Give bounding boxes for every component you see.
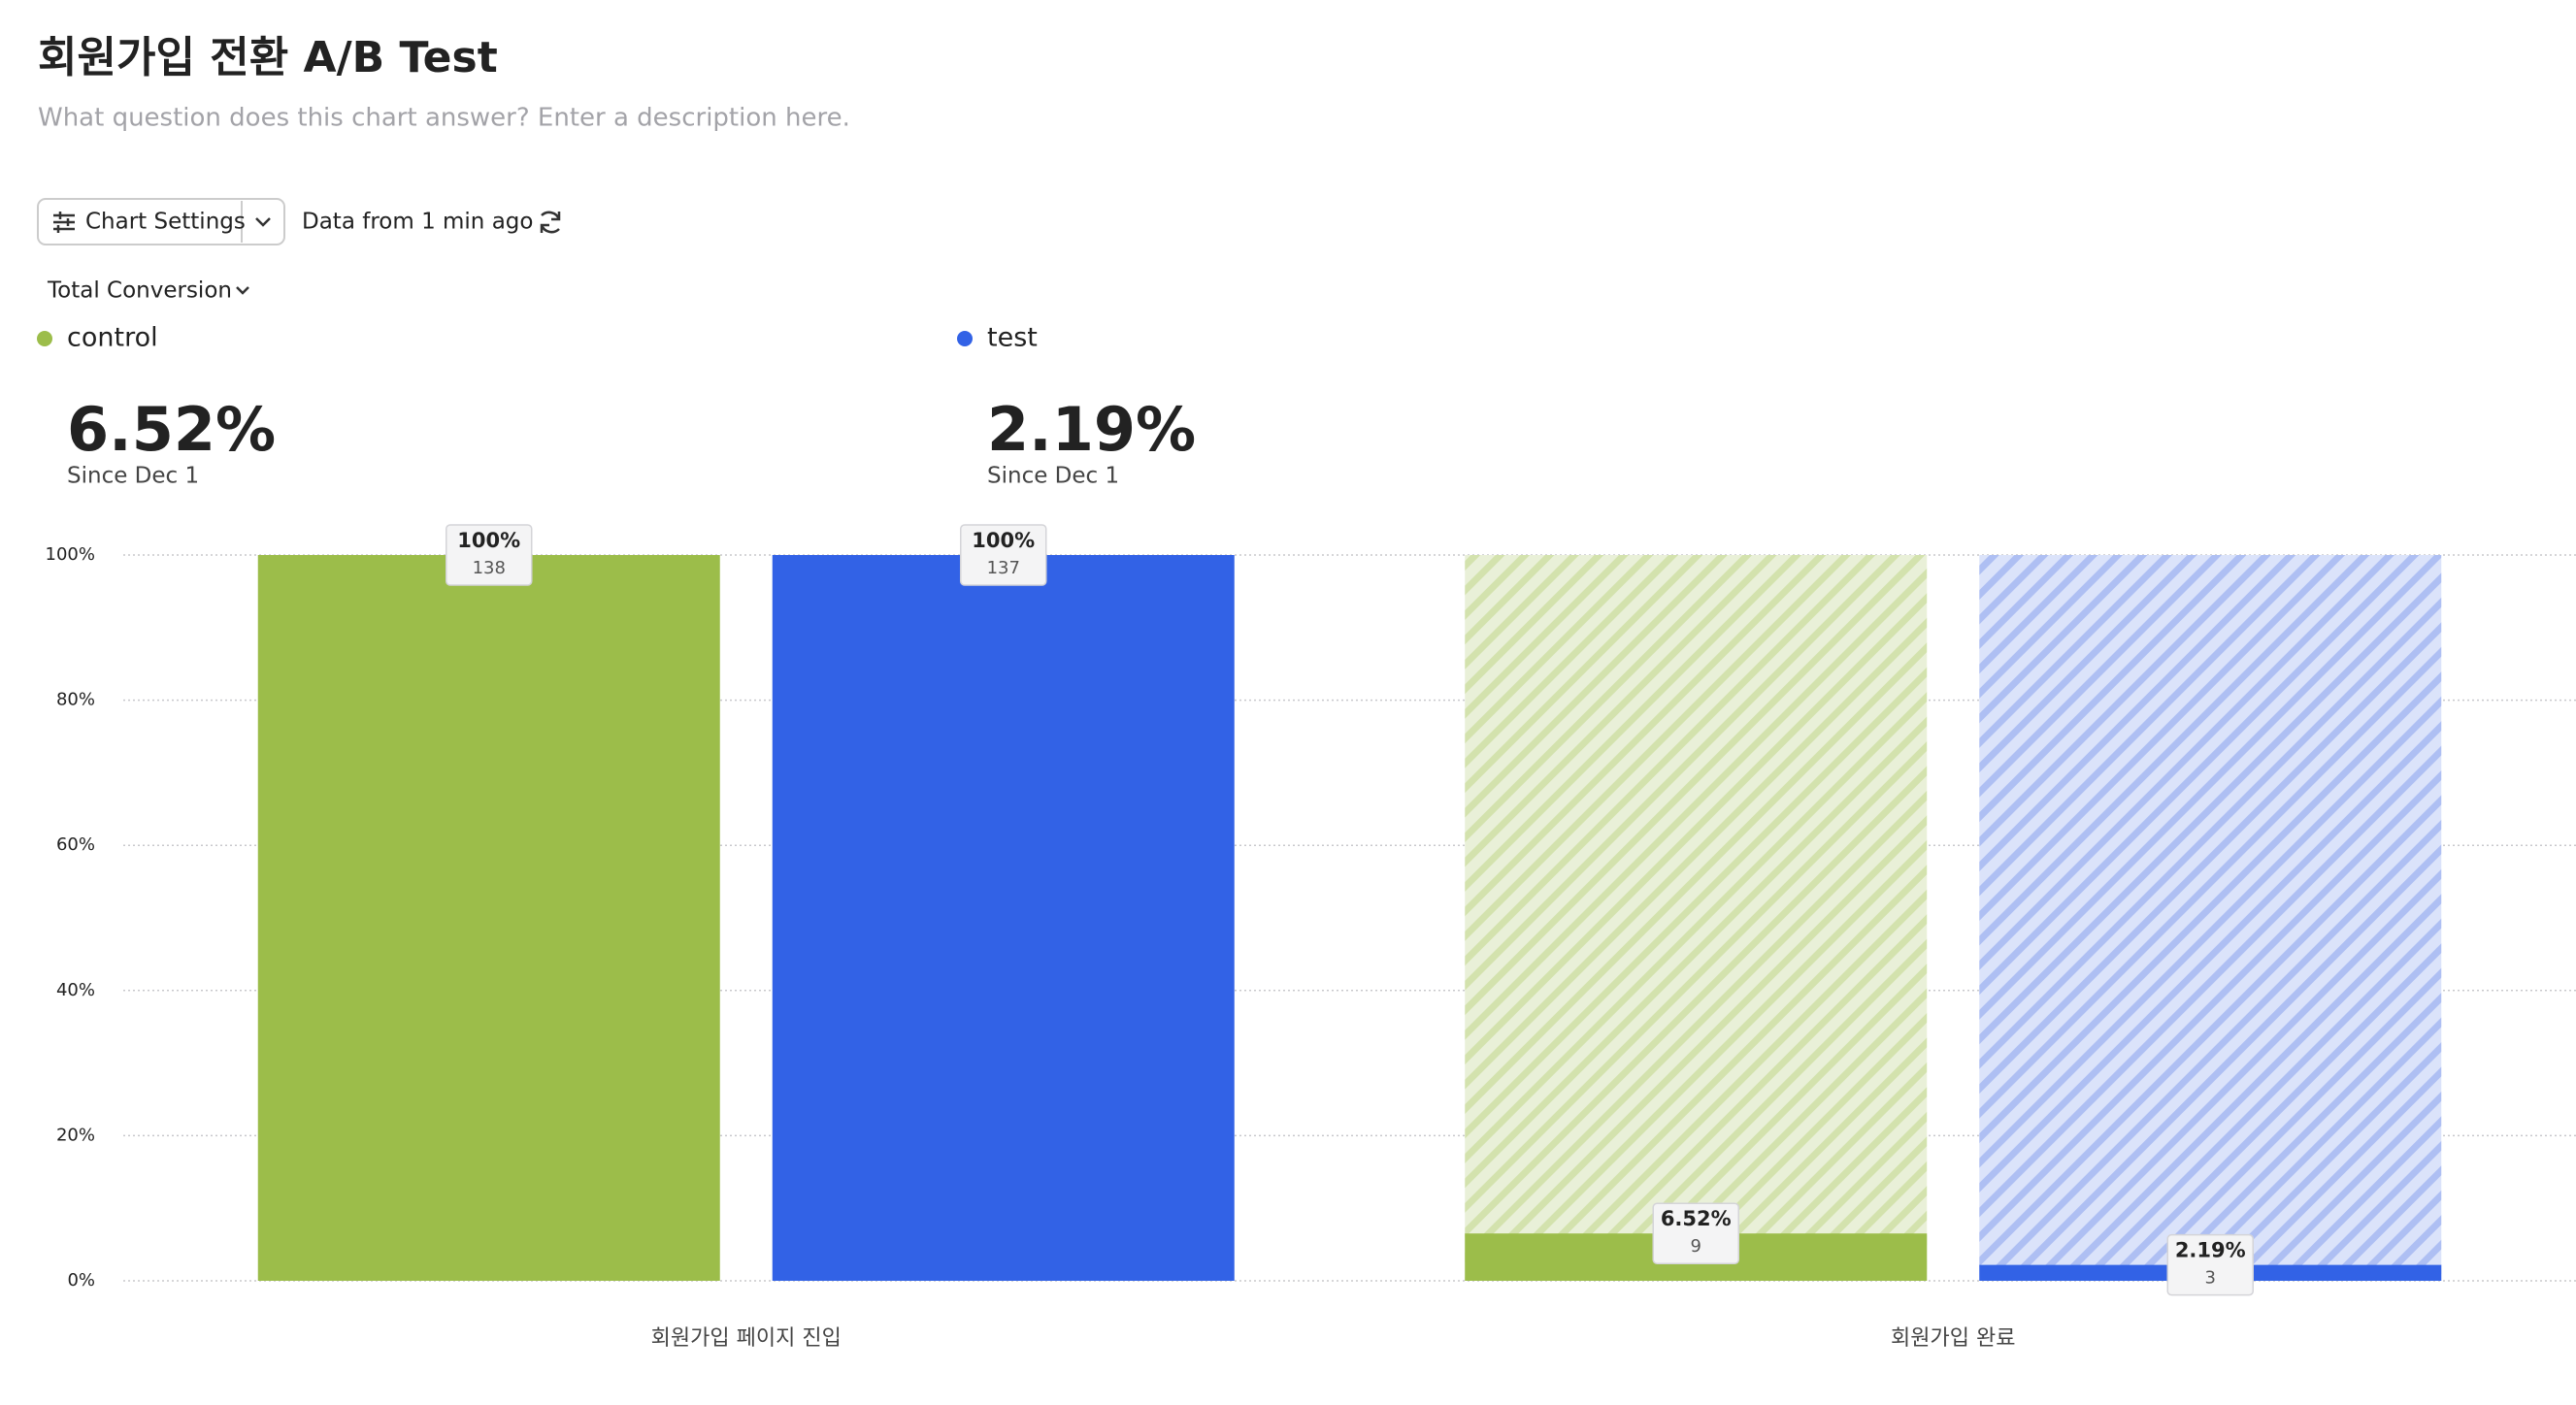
chart-subtitle: What question does this chart answer? En… — [38, 104, 850, 133]
data-label-value: 2.19% — [2175, 1239, 2246, 1262]
refresh-button[interactable] — [540, 211, 561, 234]
data-label: 100% 137 — [960, 524, 1047, 586]
data-label-count: 137 — [987, 558, 1020, 578]
summary-value: 6.52% — [67, 394, 276, 465]
data-label-count: 3 — [2205, 1268, 2216, 1289]
button-label: Chart Settings — [85, 210, 246, 235]
button-frame — [37, 198, 285, 245]
data-label-box — [960, 524, 1047, 586]
summary-note: Since Dec 1 — [987, 464, 1119, 489]
legend-dot — [957, 331, 973, 346]
settings-icon — [53, 212, 75, 233]
bar — [257, 555, 720, 1281]
data-label-count: 138 — [473, 558, 506, 578]
legend-label: control — [67, 323, 158, 353]
chart-title: 회원가입 전환 A/B Test — [38, 33, 498, 82]
data-label-value: 100% — [972, 529, 1035, 552]
legend-label: test — [987, 323, 1038, 353]
metric-dropdown[interactable]: Total Conversion — [47, 278, 249, 304]
x-tick-label: 회원가입 페이지 진입 — [651, 1326, 842, 1351]
data-label-value: 100% — [457, 529, 520, 552]
summary-value: 2.19% — [987, 394, 1196, 465]
dropdown-icon[interactable] — [255, 217, 271, 227]
y-tick-label: 40% — [56, 980, 95, 1000]
x-tick-label: 회원가입 완료 — [1891, 1326, 2015, 1351]
metric-label[interactable]: Total Conversion — [47, 278, 232, 304]
previous-step-bar — [1979, 555, 2442, 1281]
y-tick-label: 60% — [56, 834, 95, 855]
data-label-box — [446, 524, 533, 586]
y-tick-label: 100% — [46, 544, 95, 565]
data-label: 100% 138 — [446, 524, 533, 586]
chart-settings-button[interactable]: Chart Settings — [37, 198, 285, 245]
y-tick-label: 80% — [56, 690, 95, 710]
data-label-box — [2166, 1233, 2254, 1296]
legend-dot — [37, 331, 52, 346]
dropdown-icon — [236, 286, 249, 295]
refresh-icon[interactable] — [540, 211, 561, 234]
bar — [772, 555, 1235, 1281]
y-tick-label: 0% — [67, 1270, 95, 1291]
previous-step-bar — [1465, 555, 1928, 1281]
data-label: 2.19% 3 — [2166, 1233, 2254, 1296]
summary-note: Since Dec 1 — [67, 464, 199, 489]
y-tick-label: 20% — [56, 1125, 95, 1145]
data-freshness: Data from 1 min ago — [302, 210, 533, 235]
data-label-box — [1652, 1202, 1739, 1264]
data-label: 6.52% 9 — [1652, 1202, 1739, 1264]
data-label-value: 6.52% — [1661, 1207, 1732, 1230]
data-label-count: 9 — [1691, 1236, 1701, 1257]
